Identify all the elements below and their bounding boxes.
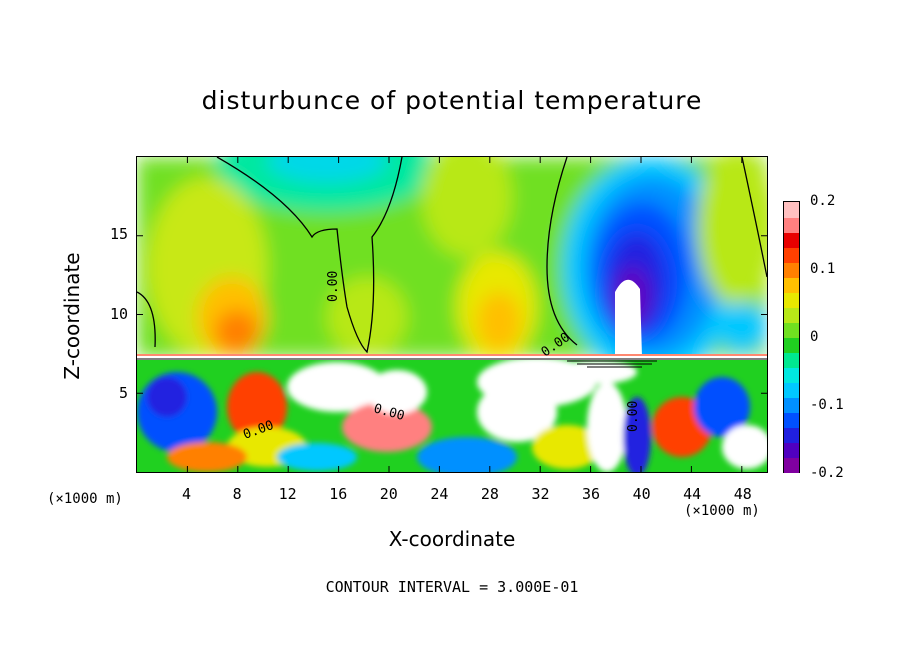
contour-label: 0.00 bbox=[326, 271, 341, 302]
x-tick-label: 36 bbox=[582, 485, 601, 503]
lower-field bbox=[137, 354, 767, 472]
colorbar-swatch bbox=[784, 232, 799, 248]
colorbar-swatch bbox=[784, 367, 799, 383]
plot-area: 0.00 0.00 0.00 0.00 0.00 bbox=[136, 156, 768, 473]
x-unit-label-left: (×1000 m) bbox=[47, 491, 123, 507]
colorbar-swatch bbox=[784, 247, 799, 263]
colorbar-swatch bbox=[784, 352, 799, 368]
x-tick-label: 20 bbox=[379, 485, 398, 503]
colorbar-swatch bbox=[784, 397, 799, 413]
colorbar-swatch bbox=[784, 307, 799, 323]
colorbar-swatch bbox=[784, 292, 799, 308]
colorbar-tick-label: 0 bbox=[810, 329, 819, 345]
x-tick-label: 44 bbox=[683, 485, 702, 503]
colorbar-tick-label: 0.2 bbox=[810, 193, 836, 209]
x-tick-label: 12 bbox=[278, 485, 297, 503]
white-plume bbox=[615, 279, 642, 357]
x-tick-label: 16 bbox=[329, 485, 348, 503]
contour-lines bbox=[137, 157, 767, 354]
x-tick-label: 32 bbox=[531, 485, 550, 503]
colorbar-tick-label: 0.1 bbox=[810, 261, 836, 277]
x-tick-label: 28 bbox=[480, 485, 499, 503]
contour-label: 0.00 bbox=[626, 401, 641, 432]
y-tick-label: 15 bbox=[109, 225, 128, 244]
colorbar bbox=[783, 201, 800, 473]
colorbar-swatch bbox=[784, 322, 799, 338]
colorbar-tick-label: -0.1 bbox=[810, 397, 844, 413]
colorbar-swatch bbox=[784, 217, 799, 233]
chart-title: disturbunce of potential temperature bbox=[201, 86, 703, 115]
colorbar-tick-label: -0.2 bbox=[810, 465, 844, 481]
colorbar-swatch bbox=[784, 457, 799, 473]
contour-interval-note: CONTOUR INTERVAL = 3.000E-01 bbox=[325, 578, 579, 596]
y-axis-label: Z-coordinate bbox=[60, 252, 84, 380]
colorbar-swatch bbox=[784, 277, 799, 293]
y-tick-label: 10 bbox=[109, 304, 128, 323]
colorbar-swatch bbox=[784, 262, 799, 278]
colorbar-swatch bbox=[784, 427, 799, 443]
colorbar-swatch bbox=[784, 382, 799, 398]
x-unit-label-right: (×1000 m) bbox=[684, 503, 760, 519]
x-tick-label: 4 bbox=[182, 485, 192, 503]
x-tick-label: 24 bbox=[430, 485, 449, 503]
heatmap-field: 0.00 0.00 0.00 0.00 0.00 bbox=[137, 157, 767, 472]
x-axis-label: X-coordinate bbox=[388, 527, 516, 551]
colorbar-swatch bbox=[784, 337, 799, 353]
colorbar-swatch bbox=[784, 202, 799, 218]
upper-field bbox=[137, 157, 767, 377]
x-tick-label: 8 bbox=[232, 485, 242, 503]
x-tick-label: 48 bbox=[733, 485, 752, 503]
x-tick-label: 40 bbox=[632, 485, 651, 503]
axis-ticks bbox=[137, 157, 767, 472]
colorbar-swatch bbox=[784, 412, 799, 428]
colorbar-swatch bbox=[784, 442, 799, 458]
y-tick-label: 5 bbox=[118, 383, 128, 402]
